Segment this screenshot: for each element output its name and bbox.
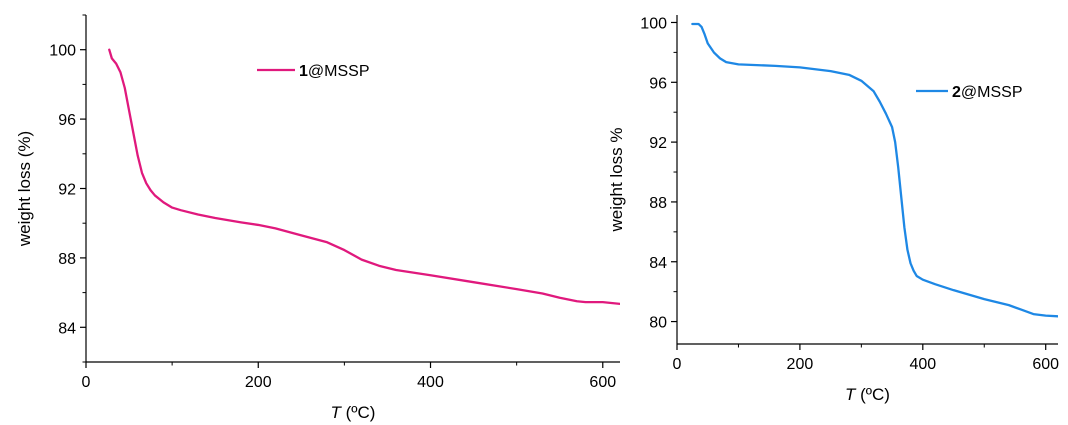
legend: 1@MSSP bbox=[257, 63, 370, 80]
y-tick-label: 100 bbox=[49, 43, 76, 60]
y-tick-label: 88 bbox=[649, 195, 667, 212]
series-line-2 bbox=[691, 22, 1058, 318]
x-axis-label-unit: (ºC) bbox=[855, 385, 890, 404]
legend-label: 2@MSSP bbox=[952, 84, 1023, 101]
series-line-1 bbox=[108, 48, 620, 306]
chart-panel-1: 84 88 92 96 100 0 200 400 600 weight loss (%) T (º… bbox=[15, 14, 620, 422]
x-tick-label: 0 bbox=[673, 356, 682, 373]
legend-label-text: @MSSP bbox=[961, 84, 1023, 101]
y-tick-label: 92 bbox=[58, 182, 76, 199]
x-tick-label: 600 bbox=[1032, 356, 1059, 373]
y-tick-label: 100 bbox=[640, 15, 667, 32]
x-axis-label-symbol: T bbox=[331, 403, 343, 422]
y-tick-label: 84 bbox=[649, 255, 667, 272]
x-axis-label: T (ºC) bbox=[845, 385, 890, 404]
x-tick-label: 400 bbox=[909, 356, 936, 373]
y-tick-label: 92 bbox=[649, 135, 667, 152]
x-tick-label: 600 bbox=[589, 374, 616, 391]
legend-label-number: 2 bbox=[952, 84, 961, 101]
y-axis-label: weight loss % bbox=[607, 128, 626, 233]
legend-label-text: @MSSP bbox=[308, 63, 370, 80]
x-axis-label: T (ºC) bbox=[331, 403, 376, 422]
y-axis-label: weight loss (%) bbox=[15, 131, 34, 247]
x-tick-label: 0 bbox=[82, 374, 91, 391]
legend: 2@MSSP bbox=[916, 84, 1023, 101]
x-tick-label: 200 bbox=[787, 356, 814, 373]
y-tick-label: 88 bbox=[58, 251, 76, 268]
y-tick-label: 96 bbox=[58, 112, 76, 129]
legend-label-number: 1 bbox=[299, 63, 308, 80]
y-tick-label: 96 bbox=[649, 75, 667, 92]
x-axis-label-symbol: T bbox=[845, 385, 857, 404]
y-tick-label: 80 bbox=[649, 315, 667, 332]
x-axis-label-unit: (ºC) bbox=[341, 403, 376, 422]
x-tick-label: 200 bbox=[245, 374, 272, 391]
y-tick-label: 84 bbox=[58, 320, 76, 337]
x-tick-label: 400 bbox=[417, 374, 444, 391]
legend-label: 1@MSSP bbox=[299, 63, 370, 80]
chart-panel-2: 80 84 88 92 96 100 0 200 400 600 weight loss % T (º… bbox=[607, 15, 1059, 404]
